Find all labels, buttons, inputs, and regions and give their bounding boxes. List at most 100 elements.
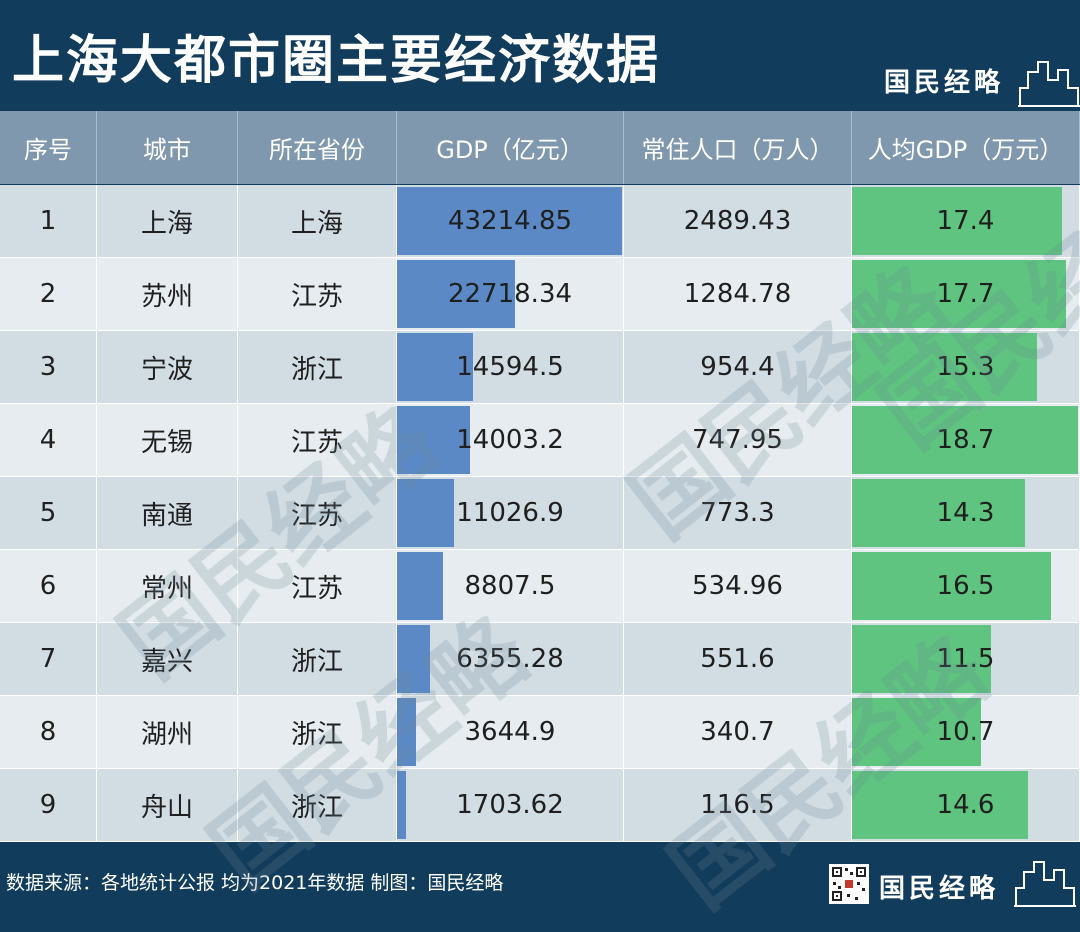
table-cell-population: 534.96 xyxy=(624,550,852,622)
cell-value: 浙江 xyxy=(290,792,343,823)
table-row: 5 南通 江苏 11026.9 773.3 14.3 xyxy=(0,477,1080,550)
cell-value: 551.6 xyxy=(700,644,775,674)
cell-value: 14.6 xyxy=(936,790,995,820)
table-cell-rank: 3 xyxy=(0,331,97,403)
table-cell-province: 江苏 xyxy=(238,258,397,330)
cell-value: 16.5 xyxy=(936,571,995,601)
table-cell-province: 浙江 xyxy=(238,623,397,695)
cell-value: 南通 xyxy=(140,500,193,531)
table-cell-city: 常州 xyxy=(97,550,238,622)
qr-code-icon xyxy=(829,864,869,904)
cell-value: 773.3 xyxy=(700,498,775,528)
cell-value: 上海 xyxy=(290,208,343,239)
table-cell-population: 1284.78 xyxy=(624,258,852,330)
per-capita-bar xyxy=(852,625,991,693)
table-cell-population: 954.4 xyxy=(624,331,852,403)
table-row: 6 常州 江苏 8807.5 534.96 16.5 xyxy=(0,550,1080,623)
table-row: 8 湖州 浙江 3644.9 340.7 10.7 xyxy=(0,696,1080,769)
table-cell-city: 上海 xyxy=(97,185,238,257)
cell-value: 宁波 xyxy=(140,354,193,385)
cell-value: 1703.62 xyxy=(456,790,564,820)
table-cell-per_capita: 18.7 xyxy=(852,404,1080,476)
table-cell-per_capita: 14.3 xyxy=(852,477,1080,549)
cell-value: 浙江 xyxy=(290,354,343,385)
table-row: 3 宁波 浙江 14594.5 954.4 15.3 xyxy=(0,331,1080,404)
table-cell-gdp: 8807.5 xyxy=(397,550,624,622)
per-capita-bar xyxy=(852,187,1063,255)
per-capita-bar xyxy=(852,771,1029,839)
table-cell-gdp: 14594.5 xyxy=(397,331,624,403)
data-source: 数据来源：各地统计公报 均为2021年数据 制图：国民经略 xyxy=(6,872,504,894)
per-capita-bar xyxy=(852,333,1037,401)
skyline-icon xyxy=(1014,861,1076,907)
brand-logo-bottom: 国民经略 xyxy=(879,874,1000,904)
per-capita-bar xyxy=(852,479,1025,547)
cell-value: 5 xyxy=(39,498,57,528)
cell-value: 8807.5 xyxy=(464,571,556,601)
gdp-bar xyxy=(397,406,470,474)
table-cell-per_capita: 17.7 xyxy=(852,258,1080,330)
table-cell-province: 江苏 xyxy=(238,550,397,622)
table-cell-rank: 4 xyxy=(0,404,97,476)
cell-value: 22718.34 xyxy=(447,279,573,309)
table-cell-population: 551.6 xyxy=(624,623,852,695)
cell-value: 1284.78 xyxy=(683,279,792,309)
table-cell-province: 上海 xyxy=(238,185,397,257)
cell-value: 7 xyxy=(39,644,57,674)
cell-value: 14594.5 xyxy=(456,352,564,382)
table-cell-province: 江苏 xyxy=(238,477,397,549)
gdp-bar xyxy=(397,771,406,839)
gdp-bar xyxy=(397,552,443,620)
table-cell-province: 江苏 xyxy=(238,404,397,476)
cell-value: 4 xyxy=(39,425,57,455)
cell-value: 舟山 xyxy=(140,792,193,823)
cell-value: 15.3 xyxy=(936,352,995,382)
cell-value: 10.7 xyxy=(936,717,995,747)
table-row: 7 嘉兴 浙江 6355.28 551.6 11.5 xyxy=(0,623,1080,696)
cell-value: 江苏 xyxy=(290,427,343,458)
table-cell-gdp: 11026.9 xyxy=(397,477,624,549)
per-capita-bar xyxy=(852,552,1052,620)
cell-value: 浙江 xyxy=(290,646,343,677)
gdp-bar xyxy=(397,698,416,766)
table-cell-rank: 1 xyxy=(0,185,97,257)
cell-value: 6 xyxy=(39,571,57,601)
cell-value: 18.7 xyxy=(936,425,995,455)
cell-value: 3644.9 xyxy=(464,717,556,747)
footer: 数据来源：各地统计公报 均为2021年数据 制图：国民经略 xyxy=(0,848,1080,916)
table-cell-per_capita: 16.5 xyxy=(852,550,1080,622)
cell-value: 江苏 xyxy=(290,281,343,312)
table-cell-city: 无锡 xyxy=(97,404,238,476)
brand-logo-top: 国民经略 xyxy=(884,68,1005,98)
gdp-bar xyxy=(397,260,516,328)
table-cell-city: 南通 xyxy=(97,477,238,549)
per-capita-bar xyxy=(852,406,1078,474)
cell-value: 534.96 xyxy=(692,571,783,601)
cell-value: 浙江 xyxy=(290,719,343,750)
per-capita-bar xyxy=(852,698,982,766)
table-cell-per_capita: 11.5 xyxy=(852,623,1080,695)
column-header: GDP（亿元） xyxy=(397,111,624,184)
gdp-bar xyxy=(397,625,431,693)
table-cell-per_capita: 10.7 xyxy=(852,696,1080,768)
cell-value: 747.95 xyxy=(692,425,783,455)
cell-value: 8 xyxy=(39,717,57,747)
cell-value: 11026.9 xyxy=(456,498,564,528)
table-cell-city: 宁波 xyxy=(97,331,238,403)
cell-value: 11.5 xyxy=(936,644,995,674)
table-cell-rank: 5 xyxy=(0,477,97,549)
table-cell-city: 苏州 xyxy=(97,258,238,330)
cell-value: 嘉兴 xyxy=(140,646,193,677)
cell-value: 3 xyxy=(39,352,57,382)
table-cell-gdp: 3644.9 xyxy=(397,696,624,768)
cell-value: 无锡 xyxy=(140,427,193,458)
gdp-bar xyxy=(397,479,455,547)
cell-value: 954.4 xyxy=(700,352,775,382)
cell-value: 2 xyxy=(39,279,57,309)
skyline-icon xyxy=(1018,61,1080,107)
cell-value: 苏州 xyxy=(140,281,193,312)
table-cell-province: 浙江 xyxy=(238,696,397,768)
table-cell-population: 2489.43 xyxy=(624,185,852,257)
cell-value: 116.5 xyxy=(700,790,775,820)
table-header: 序号 城市 所在省份 GDP（亿元） 常住人口（万人） 人均GDP（万元） xyxy=(0,111,1080,184)
